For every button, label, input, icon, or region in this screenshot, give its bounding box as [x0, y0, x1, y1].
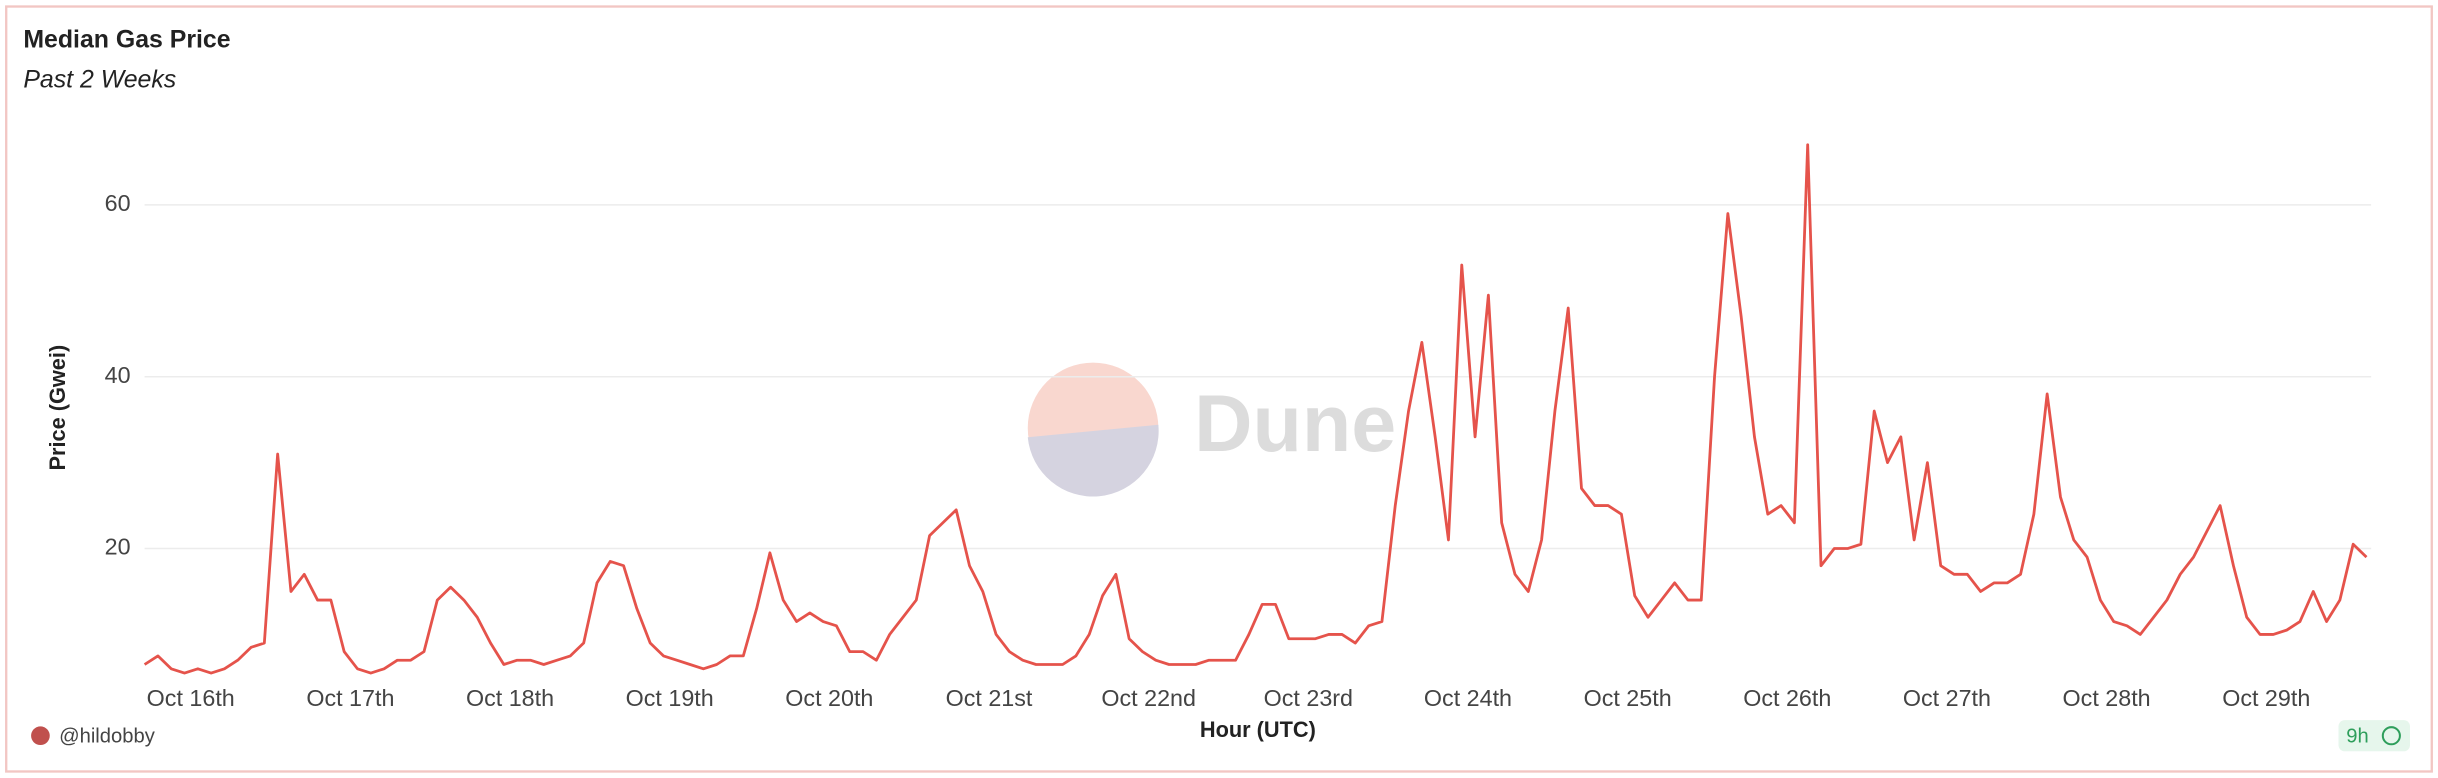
x-tick-label: Oct 18th — [466, 685, 554, 711]
y-tick-label: 40 — [105, 362, 131, 388]
chart-subtitle: Past 2 Weeks — [23, 66, 176, 94]
x-tick-label: Oct 21st — [946, 685, 1033, 711]
y-tick-label: 60 — [105, 190, 131, 216]
line-series — [143, 143, 2368, 675]
x-axis-label: Hour (UTC) — [1200, 717, 1316, 742]
y-axis-label: Price (Gwei) — [45, 345, 70, 471]
x-tick-label: Oct 16th — [147, 685, 235, 711]
watermark-logo — [1027, 362, 1159, 497]
refresh-label: 9h — [2346, 726, 2368, 748]
x-tick-label: Oct 29th — [2222, 685, 2310, 711]
x-tick-label: Oct 22nd — [1101, 685, 1196, 711]
logo-half — [1027, 424, 1159, 497]
frame — [5, 5, 2433, 773]
x-tick-label: Oct 28th — [2063, 685, 2151, 711]
avatar — [31, 726, 50, 746]
x-tick-label: Oct 25th — [1584, 685, 1672, 711]
x-tick-label: Oct 19th — [626, 685, 714, 711]
plot: 20 40 60 Oct 16th Oct 17th Oct 18th Oct 19th Oc… — [105, 143, 2372, 711]
x-tick-label: Oct 20th — [785, 685, 873, 711]
chart-title: Median Gas Price — [23, 25, 230, 53]
y-tick-label: 20 — [105, 534, 131, 560]
watermark: Dune — [1194, 379, 1396, 469]
check-icon — [2381, 726, 2401, 746]
author[interactable]: @hildobby — [59, 726, 156, 748]
x-tick-label: Oct 27th — [1903, 685, 1991, 711]
x-tick-label: Oct 26th — [1743, 685, 1831, 711]
x-tick-label: Oct 17th — [306, 685, 394, 711]
x-tick-label: Oct 23rd — [1264, 685, 1353, 711]
x-tick-label: Oct 24th — [1424, 685, 1512, 711]
